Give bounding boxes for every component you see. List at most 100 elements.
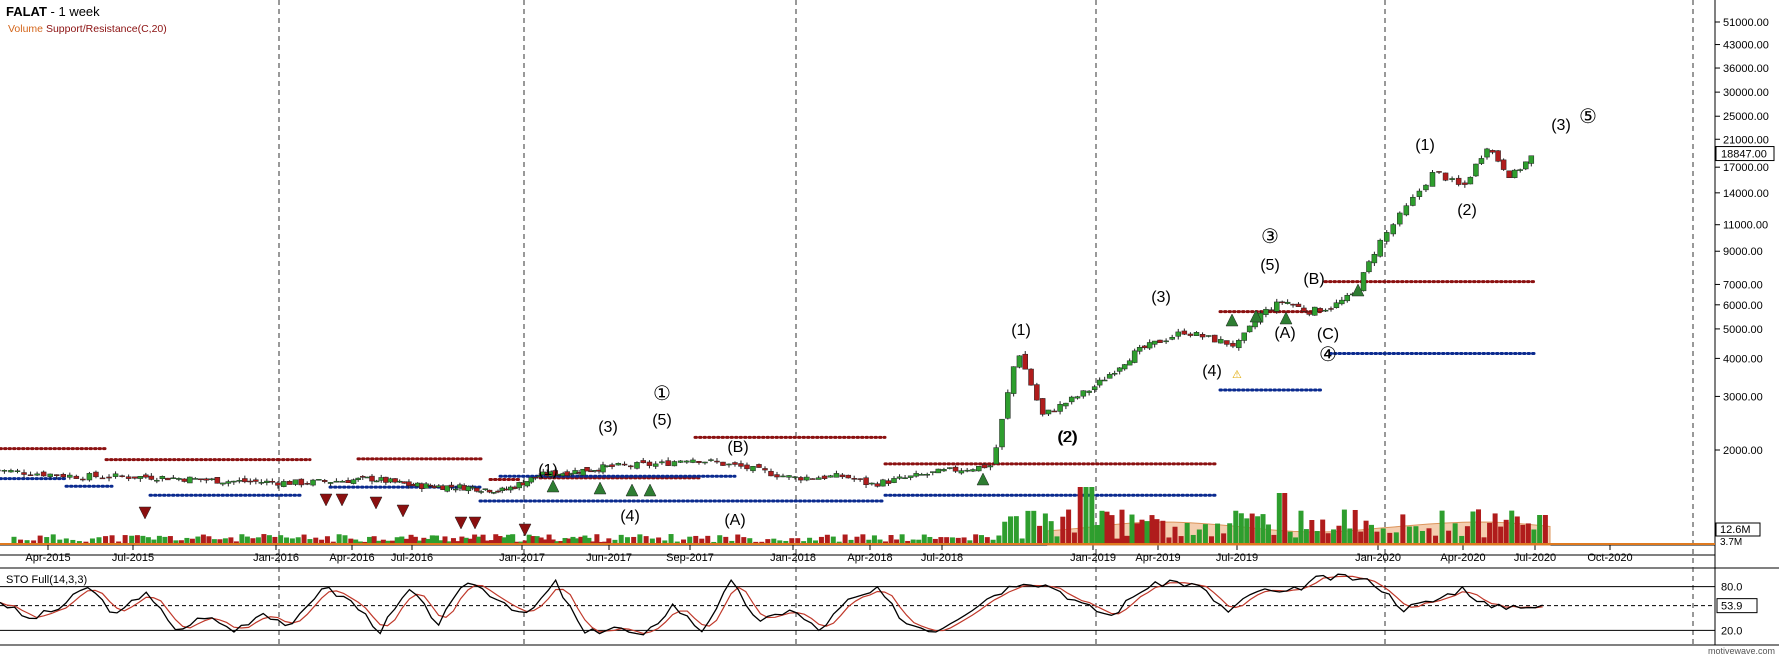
- candle-body: [786, 475, 791, 477]
- wave-label: (1): [1415, 137, 1435, 154]
- candle-body: [846, 475, 851, 478]
- volume-bar: [1155, 519, 1160, 545]
- volume-bar: [1446, 531, 1451, 545]
- candle-body: [113, 474, 118, 477]
- candle-body: [1132, 351, 1137, 363]
- volume-bar: [1476, 509, 1481, 545]
- candle-body: [852, 478, 857, 479]
- volume-bar: [1440, 511, 1445, 545]
- candle-body: [756, 464, 761, 467]
- candle-body: [1137, 347, 1142, 351]
- candle-body: [919, 474, 924, 475]
- candle-body: [744, 465, 749, 469]
- candle-body: [768, 471, 773, 476]
- volume-bar: [1453, 523, 1458, 545]
- candle-body: [316, 479, 321, 480]
- price-axis-label: 11000.00: [1723, 220, 1768, 232]
- time-axis-label: Apr-2019: [1135, 552, 1180, 564]
- volume-bar: [1203, 524, 1208, 545]
- candle-body: [1443, 173, 1448, 180]
- volume-bar: [1498, 527, 1503, 545]
- time-axis-label: Jul-2018: [921, 552, 963, 564]
- candle-body: [738, 463, 743, 466]
- price-axis-label: 21000.00: [1723, 134, 1769, 146]
- candle-body: [1034, 385, 1039, 401]
- wave-label: (3): [1151, 289, 1171, 306]
- candle-body: [1052, 411, 1057, 412]
- candle-body: [1058, 404, 1063, 411]
- candle-body: [1170, 337, 1175, 339]
- volume-bar: [1008, 516, 1013, 545]
- time-axis-label: Sep-2017: [666, 552, 714, 564]
- candle-body: [41, 472, 46, 476]
- candle-body: [1147, 342, 1152, 348]
- watermark: motivewave.com: [1708, 646, 1775, 656]
- wave-label-circled: ⑤: [1579, 106, 1597, 128]
- candle-body: [976, 466, 981, 471]
- volume-bar: [1120, 510, 1125, 545]
- candle-body: [28, 475, 33, 476]
- candle-body: [822, 476, 827, 479]
- candle-body: [1485, 149, 1490, 157]
- candle-body: [1200, 334, 1205, 337]
- wave-label: (B): [1303, 271, 1324, 288]
- volume-bar: [1493, 513, 1498, 545]
- candle-body: [1017, 356, 1022, 367]
- candle-body: [965, 470, 970, 471]
- candle-body: [293, 480, 298, 485]
- volume-bar: [1197, 530, 1202, 545]
- candle-body: [1334, 303, 1339, 308]
- volume-bar: [1427, 528, 1432, 545]
- candle-body: [1366, 262, 1371, 272]
- candle-body: [479, 491, 484, 492]
- candle-body: [1507, 171, 1512, 178]
- candle-body: [1456, 178, 1461, 184]
- time-axis-label: Jul-2020: [1514, 552, 1556, 564]
- candle-body: [334, 481, 339, 482]
- volume-bar: [1315, 531, 1320, 545]
- candle-body: [1450, 178, 1455, 179]
- candle-body: [1404, 206, 1409, 215]
- candle-body: [1312, 307, 1317, 315]
- candle-body: [1194, 332, 1199, 335]
- volume-bar: [1526, 523, 1531, 545]
- candle-body: [604, 466, 609, 467]
- wave-label: (1): [1011, 322, 1031, 339]
- volume-bar: [1185, 523, 1190, 545]
- candle-body: [182, 479, 187, 482]
- candle-body: [35, 474, 40, 475]
- candle-body: [953, 467, 958, 471]
- candle-body: [1117, 368, 1122, 372]
- volume-bar: [1298, 511, 1303, 545]
- price-axis-label: 4000.00: [1723, 353, 1763, 365]
- volume-bar: [1173, 527, 1178, 545]
- candle-body: [858, 479, 863, 480]
- candle-body: [1361, 272, 1366, 290]
- volume-bar: [1244, 518, 1249, 545]
- volume-bar: [1233, 511, 1238, 545]
- candle-body: [1158, 340, 1163, 343]
- indicator-legend: Volume Support/Resistance(C,20): [8, 23, 167, 35]
- price-axis-label: 6000.00: [1723, 300, 1763, 312]
- candle-body: [834, 473, 839, 477]
- candle-body: [126, 477, 131, 479]
- candle-body: [226, 482, 231, 484]
- volume-bar: [1353, 510, 1358, 545]
- candle-body: [1430, 172, 1435, 186]
- wave-label: (2): [1057, 429, 1077, 446]
- candle-body: [220, 483, 225, 484]
- candle-body: [54, 475, 59, 476]
- volume-bar: [1336, 526, 1341, 545]
- volume-bar: [1470, 511, 1475, 545]
- candle-body: [1029, 369, 1034, 385]
- timeframe-label: - 1 week: [47, 4, 100, 19]
- candle-body: [287, 481, 292, 484]
- candle-body: [1023, 354, 1028, 369]
- volume-bar: [1089, 487, 1094, 545]
- candle-body: [100, 478, 105, 479]
- candle-body: [1152, 341, 1157, 344]
- candle-body: [804, 477, 809, 480]
- time-axis-label: Apr-2018: [847, 552, 892, 564]
- price-axis-label: 7000.00: [1723, 279, 1763, 291]
